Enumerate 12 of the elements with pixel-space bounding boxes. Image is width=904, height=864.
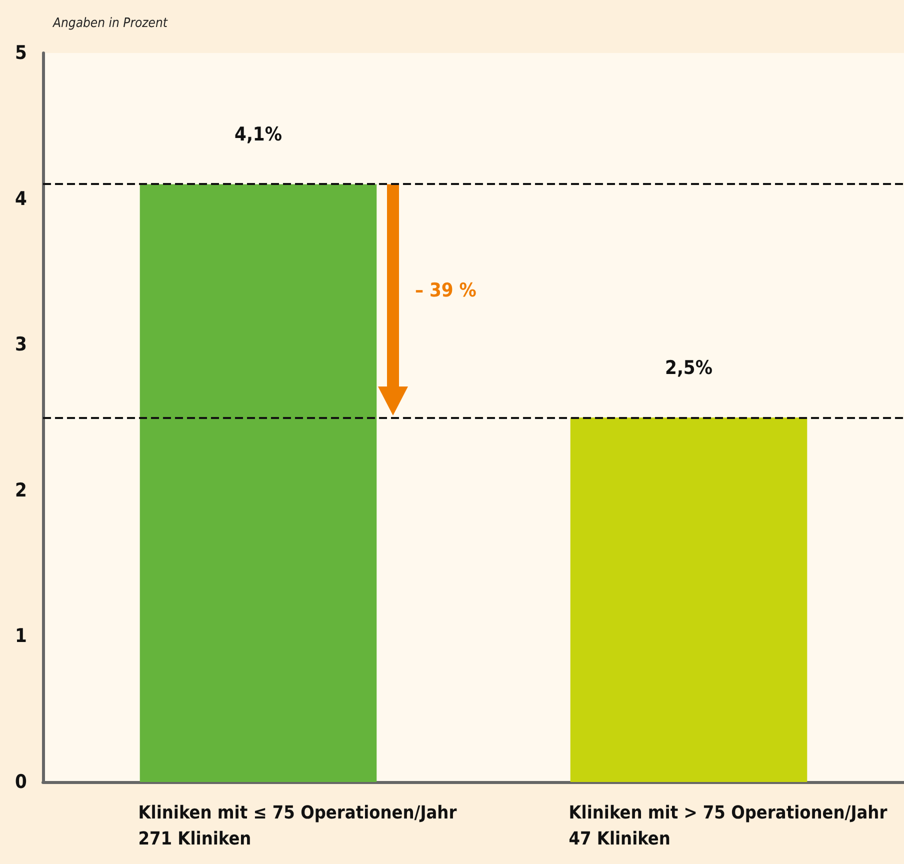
x-tick-label: Kliniken mit ≤ 75 Operationen/Jahr 271 Kliniken bbox=[138, 802, 457, 850]
annotation: – 39 % bbox=[415, 279, 476, 302]
y-tick-label: 4 bbox=[15, 188, 27, 210]
data-label: 2,5% bbox=[665, 357, 712, 379]
data-label: 4,1% bbox=[234, 124, 282, 146]
x-tick-label: Kliniken mit > 75 Operationen/Jahr 47 Kliniken bbox=[568, 802, 888, 850]
y-axis-title: Angaben in Prozent bbox=[52, 16, 168, 31]
y-tick-label: 3 bbox=[15, 334, 27, 356]
y-tick-label: 5 bbox=[15, 42, 27, 64]
y-tick-label: 1 bbox=[15, 625, 27, 648]
y-tick-label: 0 bbox=[15, 771, 27, 793]
y-tick-label: 2 bbox=[15, 479, 27, 502]
